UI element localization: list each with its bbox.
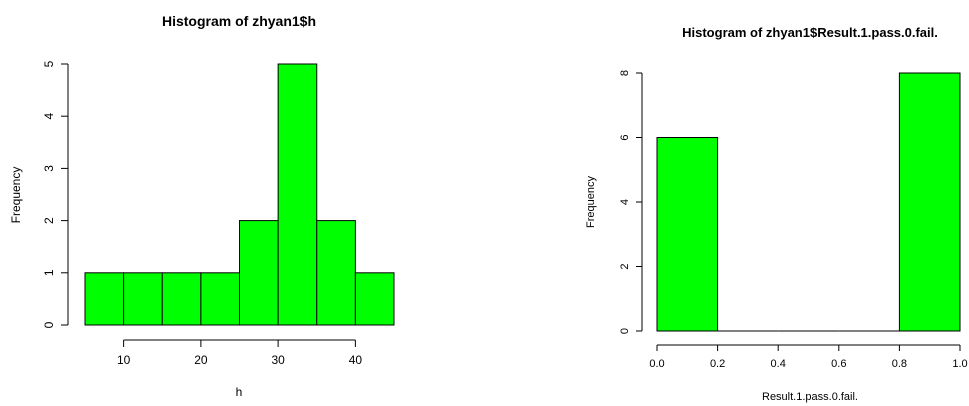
x-tick-label: 0.6: [831, 358, 846, 370]
y-tick-label: 5: [42, 60, 56, 67]
x-tick-label: 0.8: [892, 358, 907, 370]
x-tick-label: 20: [194, 353, 208, 367]
y-tick-label: 6: [619, 134, 631, 140]
histogram-panel-1: Histogram of zhyan1$h 0 1 2 3 4 5 10 20 30 40 h Freq…: [9, 13, 395, 399]
histogram-bar: [898, 72, 961, 332]
y-tick-label: 2: [42, 217, 56, 224]
y-tick-label: 8: [619, 70, 631, 76]
x-tick-label: 40: [349, 353, 363, 367]
y-tick-label: 0: [619, 328, 631, 334]
x-tick-label: 0.2: [710, 358, 725, 370]
chart-title: Histogram of zhyan1$Result.1.pass.0.fail…: [682, 25, 938, 40]
histogram-bar: [84, 272, 125, 326]
x-tick-label: 0.4: [771, 358, 786, 370]
histogram-bar: [239, 220, 279, 326]
y-tick-label: 3: [42, 165, 56, 172]
y-tick-label: 2: [619, 263, 631, 269]
x-tick-label: 10: [117, 353, 131, 367]
y-tick-label: 4: [42, 113, 56, 120]
y-axis-label: Frequency: [585, 176, 597, 228]
x-tick-label: 1.0: [952, 358, 967, 370]
histogram-bar: [200, 272, 240, 326]
x-axis-label: h: [236, 385, 243, 399]
histogram-bar: [354, 272, 395, 326]
histogram-bar: [161, 272, 202, 326]
histogram-panel-2: Histogram of zhyan1$Result.1.pass.0.fail…: [585, 25, 968, 403]
x-tick-label: 30: [271, 353, 285, 367]
x-axis-label: Result.1.pass.0.fail.: [762, 391, 858, 403]
y-axis-label: Frequency: [9, 167, 23, 224]
histogram-bar: [277, 63, 318, 326]
histogram-bar: [316, 220, 356, 326]
x-tick-label: 0.0: [649, 358, 664, 370]
y-tick-label: 0: [42, 321, 56, 328]
histogram-bar: [656, 137, 719, 332]
chart-title: Histogram of zhyan1$h: [162, 13, 316, 29]
y-tick-label: 1: [42, 269, 56, 276]
histogram-bar: [123, 272, 163, 326]
y-tick-label: 4: [619, 199, 631, 205]
